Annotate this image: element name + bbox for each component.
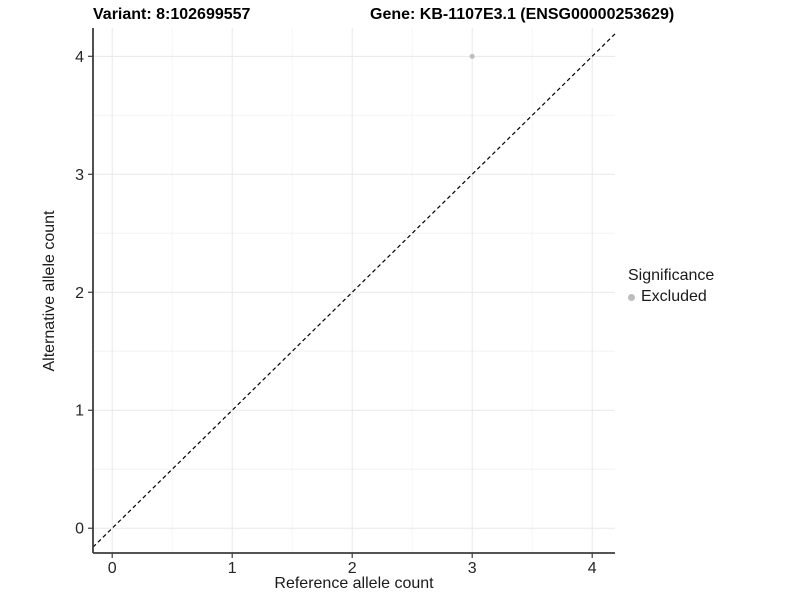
x-tick-label: 2 bbox=[348, 560, 357, 577]
legend-item-excluded: Excluded bbox=[628, 288, 714, 306]
y-tick-label: 3 bbox=[75, 167, 84, 184]
y-tick-label: 0 bbox=[75, 521, 84, 538]
x-tick-label: 1 bbox=[228, 560, 237, 577]
legend-item-label: Excluded bbox=[641, 288, 707, 305]
gene-title: Gene: KB-1107E3.1 (ENSG00000253629) bbox=[370, 6, 675, 23]
data-point bbox=[469, 53, 475, 59]
legend: Significance Excluded bbox=[628, 267, 714, 306]
y-tick-label: 1 bbox=[75, 403, 84, 420]
x-tick-label: 0 bbox=[108, 560, 117, 577]
variant-title: Variant: 8:102699557 bbox=[93, 6, 251, 23]
excluded-point-icon bbox=[628, 293, 635, 301]
identity-line bbox=[92, 33, 616, 548]
legend-title: Significance bbox=[628, 267, 715, 284]
y-axis-label: Alternative allele count bbox=[41, 210, 58, 372]
x-tick-label: 4 bbox=[588, 560, 597, 577]
x-tick-label: 3 bbox=[468, 560, 477, 577]
y-tick-label: 4 bbox=[75, 49, 84, 66]
x-axis-label: Reference allele count bbox=[274, 575, 434, 592]
y-tick-label: 2 bbox=[75, 285, 84, 302]
